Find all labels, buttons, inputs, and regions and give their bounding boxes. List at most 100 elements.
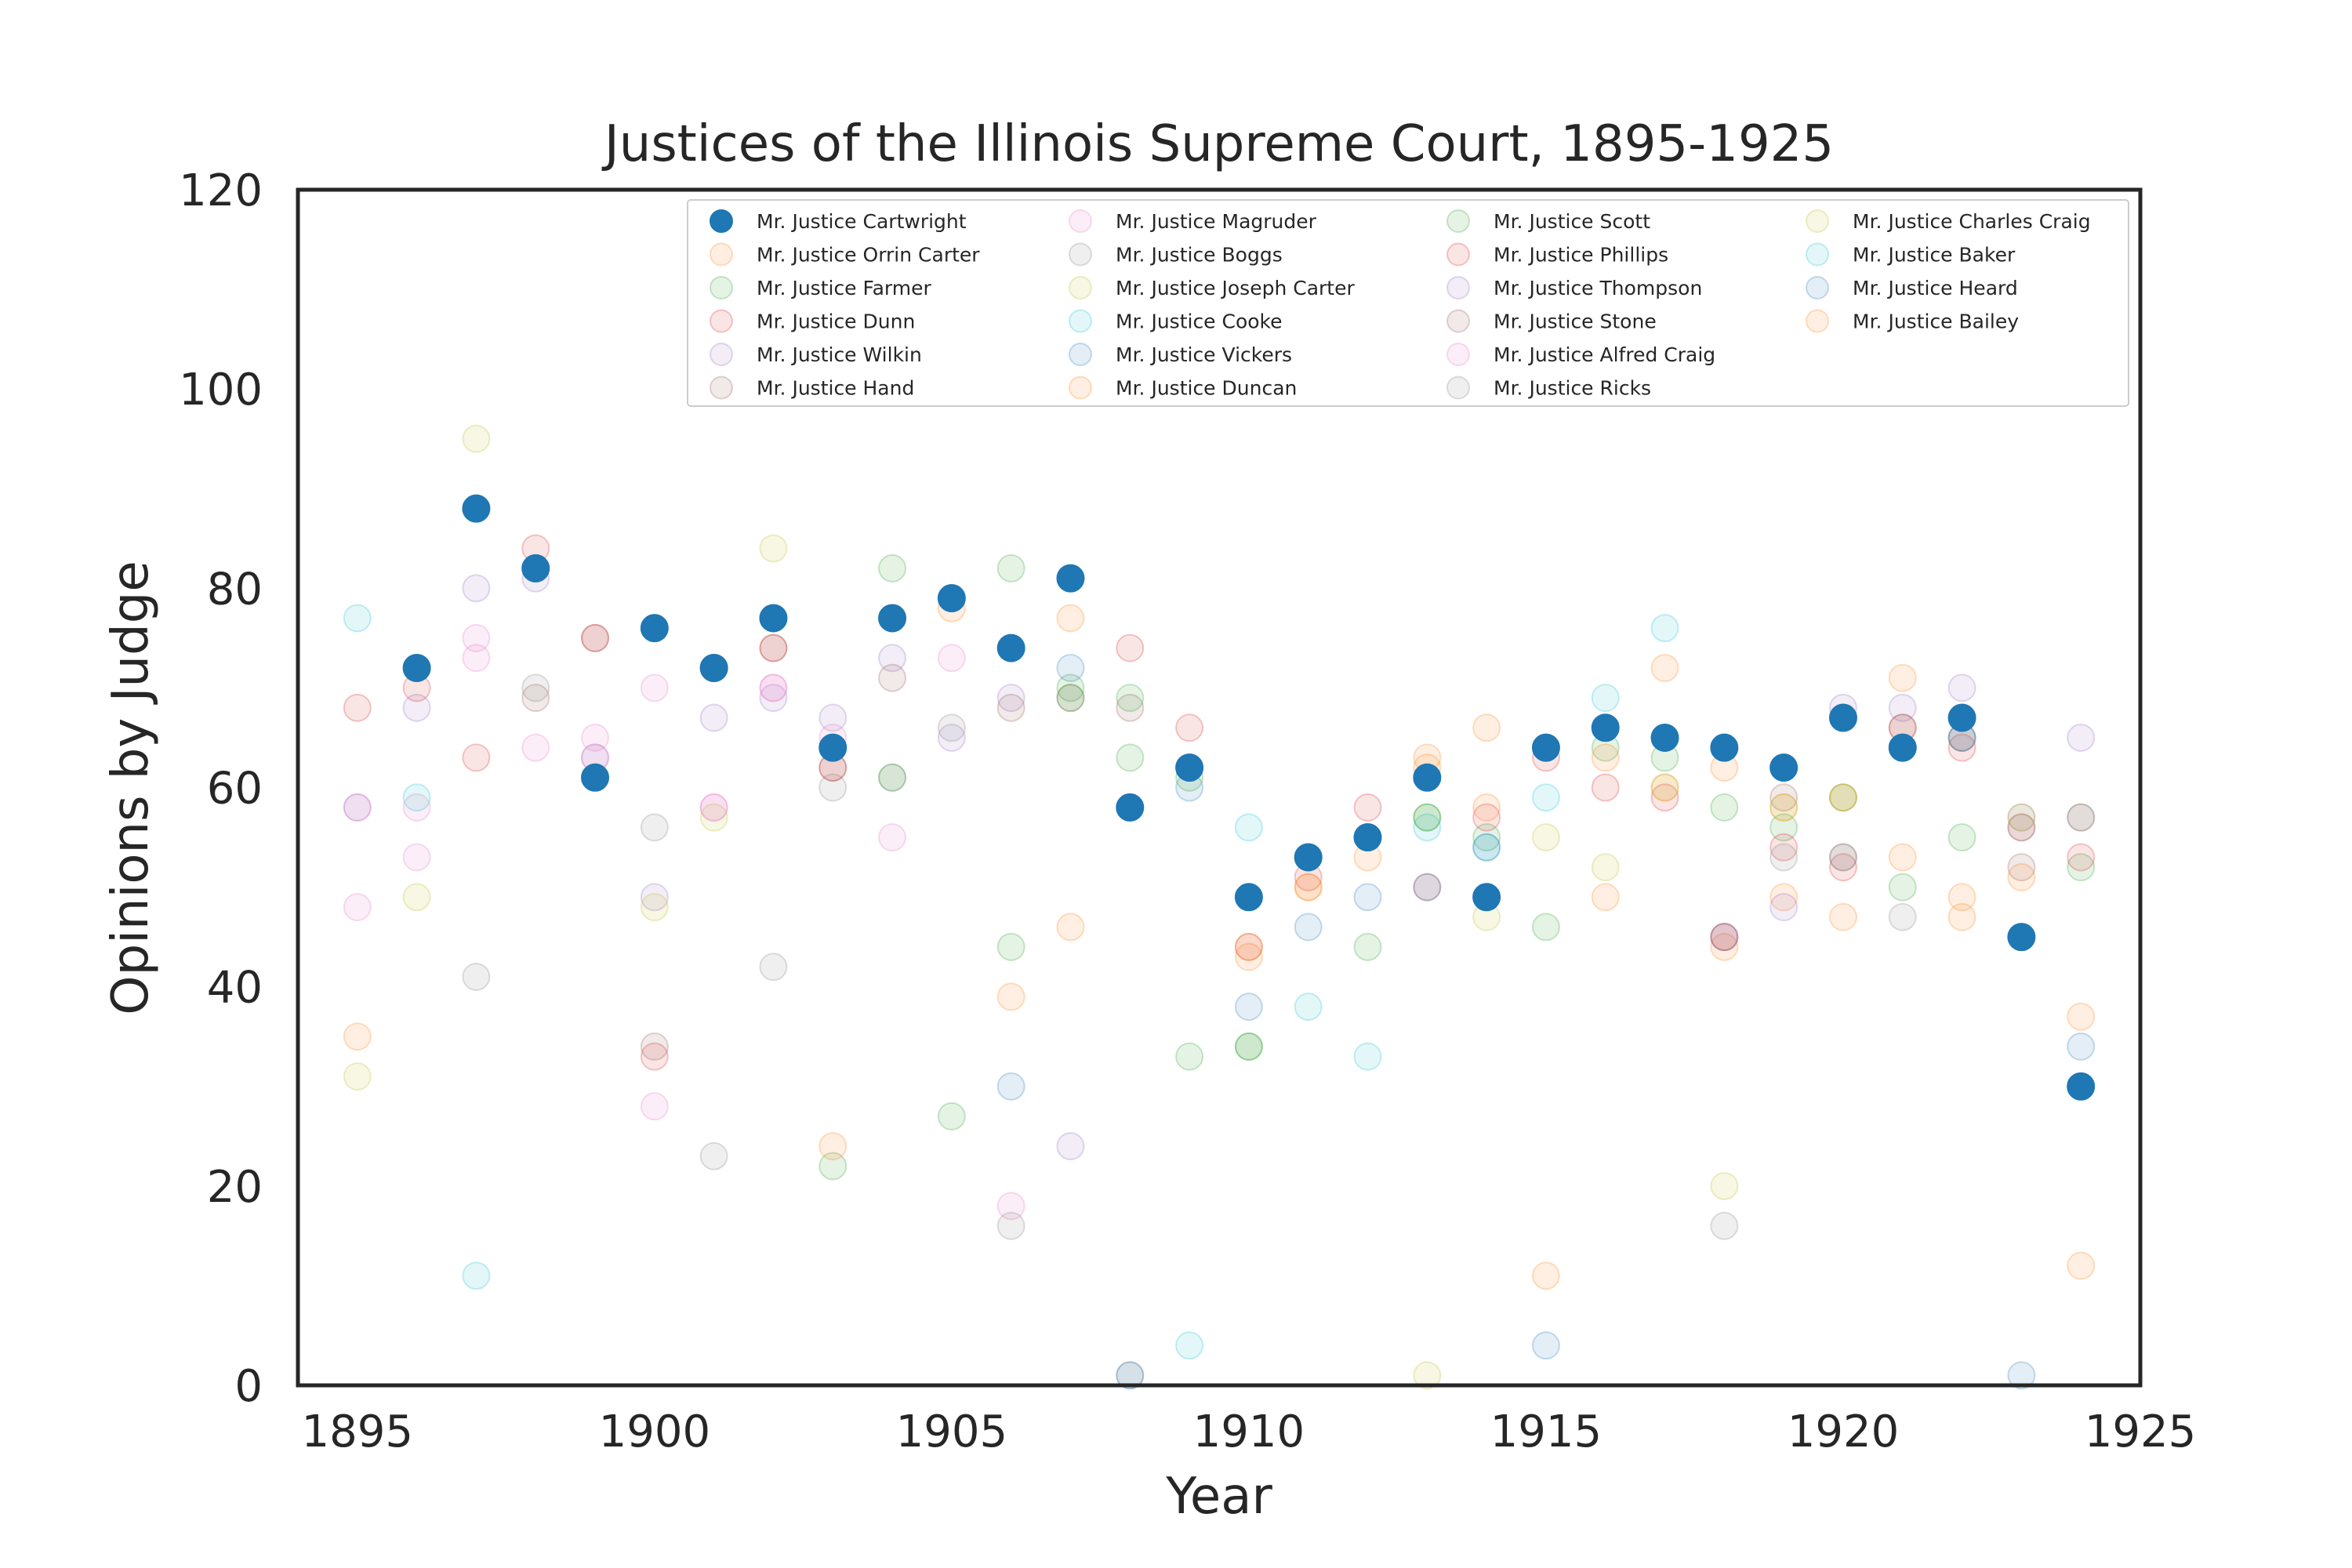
data-point <box>2067 843 2096 872</box>
data-point <box>402 883 431 912</box>
data-point <box>640 1042 669 1071</box>
data-point <box>2007 862 2036 891</box>
x-tick-label: 1925 <box>2085 1406 2197 1457</box>
legend-marker <box>1806 209 1829 233</box>
data-point <box>1650 654 1679 682</box>
data-point <box>996 633 1025 662</box>
data-point <box>1710 923 1739 952</box>
data-point <box>1947 673 1976 702</box>
data-point <box>581 623 610 652</box>
data-point <box>402 843 431 872</box>
data-point <box>1175 1331 1204 1360</box>
data-point <box>581 723 610 752</box>
data-point <box>1769 753 1798 782</box>
data-point <box>462 644 491 673</box>
data-point <box>937 723 966 752</box>
data-point <box>878 663 907 692</box>
y-tick-label: 20 <box>207 1162 263 1213</box>
data-point <box>996 554 1025 583</box>
data-point <box>1947 703 1976 732</box>
data-point <box>1769 793 1798 822</box>
data-point <box>878 823 907 852</box>
data-point <box>1116 633 1145 662</box>
legend-label: Mr. Justice Stone <box>1494 310 1657 333</box>
data-point <box>1888 873 1917 902</box>
legend-label: Mr. Justice Ricks <box>1494 377 1651 400</box>
data-point <box>1294 873 1323 902</box>
data-point <box>699 793 728 822</box>
legend-marker <box>710 376 733 400</box>
data-point <box>2007 923 2036 952</box>
data-point <box>1591 773 1620 802</box>
legend-label: Mr. Justice Cooke <box>1116 310 1283 333</box>
data-point <box>996 684 1025 713</box>
data-point <box>759 633 788 662</box>
data-point <box>996 1211 1025 1240</box>
data-point <box>521 673 550 702</box>
data-point <box>1234 932 1263 961</box>
data-point <box>1710 733 1739 762</box>
data-point <box>699 654 728 682</box>
data-point <box>1353 932 1382 961</box>
data-point <box>2007 853 2036 882</box>
data-point <box>996 693 1025 722</box>
data-point <box>759 633 788 662</box>
data-point <box>2067 803 2096 832</box>
data-point <box>937 584 966 613</box>
data-point <box>1056 604 1085 633</box>
data-point <box>1056 913 1085 942</box>
x-tick-label: 1895 <box>302 1406 414 1457</box>
data-points <box>343 424 2096 1390</box>
data-point <box>1888 733 1917 762</box>
legend-label: Mr. Justice Duncan <box>1116 377 1297 400</box>
chart-title-group: Justices of the Illinois Supreme Court, … <box>601 115 1834 173</box>
data-point <box>1947 902 1976 931</box>
legend-box <box>687 199 2129 407</box>
data-point <box>1116 793 1145 822</box>
legend-label: Mr. Justice Dunn <box>757 310 915 333</box>
data-point <box>1234 942 1263 971</box>
data-point <box>1769 783 1798 812</box>
data-point <box>640 893 669 921</box>
data-point <box>1531 1261 1560 1290</box>
data-point <box>1828 902 1857 931</box>
data-point <box>1888 663 1917 692</box>
data-point <box>462 494 491 523</box>
data-point <box>343 1022 372 1051</box>
legend-marker <box>1446 242 1470 267</box>
data-point <box>581 623 610 652</box>
data-point <box>1769 893 1798 921</box>
data-point <box>1531 783 1560 812</box>
legend-label: Mr. Justice Orrin Carter <box>757 244 980 267</box>
data-point <box>343 793 372 822</box>
data-point <box>343 604 372 633</box>
data-point <box>343 793 372 822</box>
data-point <box>878 644 907 673</box>
data-point <box>1591 883 1620 912</box>
data-point <box>937 644 966 673</box>
data-point <box>343 893 372 921</box>
data-point <box>402 783 431 812</box>
data-point <box>1828 843 1857 872</box>
data-point <box>640 883 669 912</box>
data-point <box>759 604 788 633</box>
data-point <box>996 1072 1025 1101</box>
data-point <box>521 554 550 583</box>
data-point <box>699 703 728 732</box>
data-point <box>640 673 669 702</box>
data-point <box>462 962 491 991</box>
legend-label: Mr. Justice Boggs <box>1116 244 1283 267</box>
data-point <box>2007 1361 2036 1390</box>
y-tick-label: 60 <box>207 764 263 815</box>
data-point <box>1353 823 1382 852</box>
data-point <box>1234 883 1263 912</box>
x-axis-label: Year <box>1165 1468 1272 1526</box>
data-point <box>878 763 907 792</box>
y-axis-label: Opinions by Judge <box>102 561 160 1014</box>
data-point <box>1888 843 1917 872</box>
legend-label: Mr. Justice Phillips <box>1494 244 1668 267</box>
data-point <box>1531 733 1560 762</box>
data-point <box>2067 723 2096 752</box>
data-point <box>2067 1032 2096 1061</box>
data-point <box>1175 1042 1204 1071</box>
